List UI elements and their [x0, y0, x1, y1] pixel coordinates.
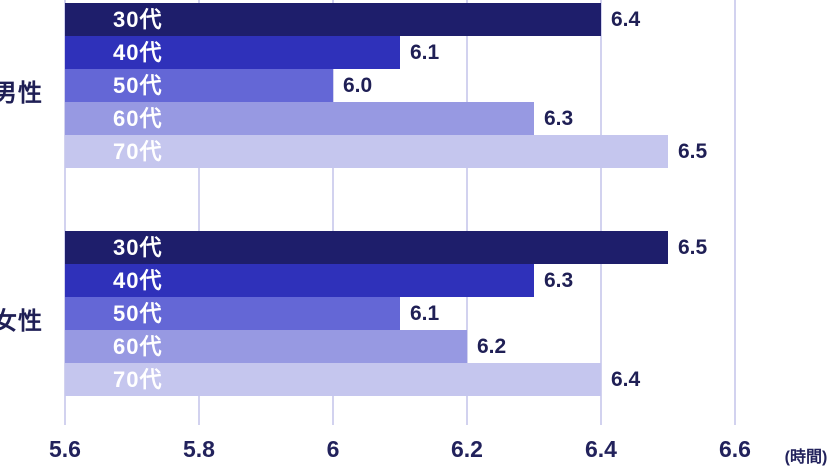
value-label-女性-30代: 6.5: [678, 236, 708, 259]
bar-category-label: 40代: [113, 268, 163, 293]
value-label-男性-30代: 6.4: [611, 8, 641, 31]
gridline-5.6: [64, 0, 66, 425]
bar-女性-50代: 50代: [65, 297, 400, 330]
x-tick-label-6: 6: [326, 436, 340, 462]
value-label-女性-70代: 6.4: [611, 368, 641, 391]
gridline-6.2: [466, 0, 468, 425]
bar-男性-70代: 70代: [65, 135, 668, 168]
value-label-男性-40代: 6.1: [410, 41, 440, 64]
value-label-女性-50代: 6.1: [410, 302, 440, 325]
series-label-male: 男性: [0, 80, 43, 107]
value-label-男性-70代: 6.5: [678, 140, 708, 163]
bar-男性-60代: 60代: [65, 102, 534, 135]
bar-category-label: 60代: [113, 106, 163, 131]
gridline-6.4: [600, 0, 602, 425]
axis-unit-label: (時間): [784, 449, 828, 466]
bar-女性-60代: 60代: [65, 330, 467, 363]
bar-男性-50代: 50代: [65, 69, 333, 102]
value-label-男性-50代: 6.0: [343, 74, 373, 97]
bar-女性-30代: 30代: [65, 231, 668, 264]
bar-category-label: 40代: [113, 40, 163, 65]
gridline-6.6: [734, 0, 736, 425]
x-tick-label-5.8: 5.8: [183, 436, 215, 462]
value-label-女性-40代: 6.3: [544, 269, 574, 292]
bar-category-label: 70代: [113, 367, 163, 392]
x-tick-label-6.6: 6.6: [719, 436, 751, 462]
value-label-男性-60代: 6.3: [544, 107, 574, 130]
x-tick-label-6.4: 6.4: [585, 436, 617, 462]
bar-女性-70代: 70代: [65, 363, 601, 396]
bar-category-label: 30代: [113, 7, 163, 32]
bar-男性-30代: 30代: [65, 3, 601, 36]
gridline-5.8: [198, 0, 200, 425]
bar-男性-40代: 40代: [65, 36, 400, 69]
bar-category-label: 50代: [113, 301, 163, 326]
bar-category-label: 60代: [113, 334, 163, 359]
x-tick-label-6.2: 6.2: [451, 436, 483, 462]
x-tick-label-5.6: 5.6: [49, 436, 81, 462]
gridline-6: [332, 0, 334, 425]
series-label-female: 女性: [0, 308, 43, 335]
bar-category-label: 30代: [113, 235, 163, 260]
bar-category-label: 50代: [113, 73, 163, 98]
bar-女性-40代: 40代: [65, 264, 534, 297]
value-label-女性-60代: 6.2: [477, 335, 507, 358]
bar-category-label: 70代: [113, 139, 163, 164]
